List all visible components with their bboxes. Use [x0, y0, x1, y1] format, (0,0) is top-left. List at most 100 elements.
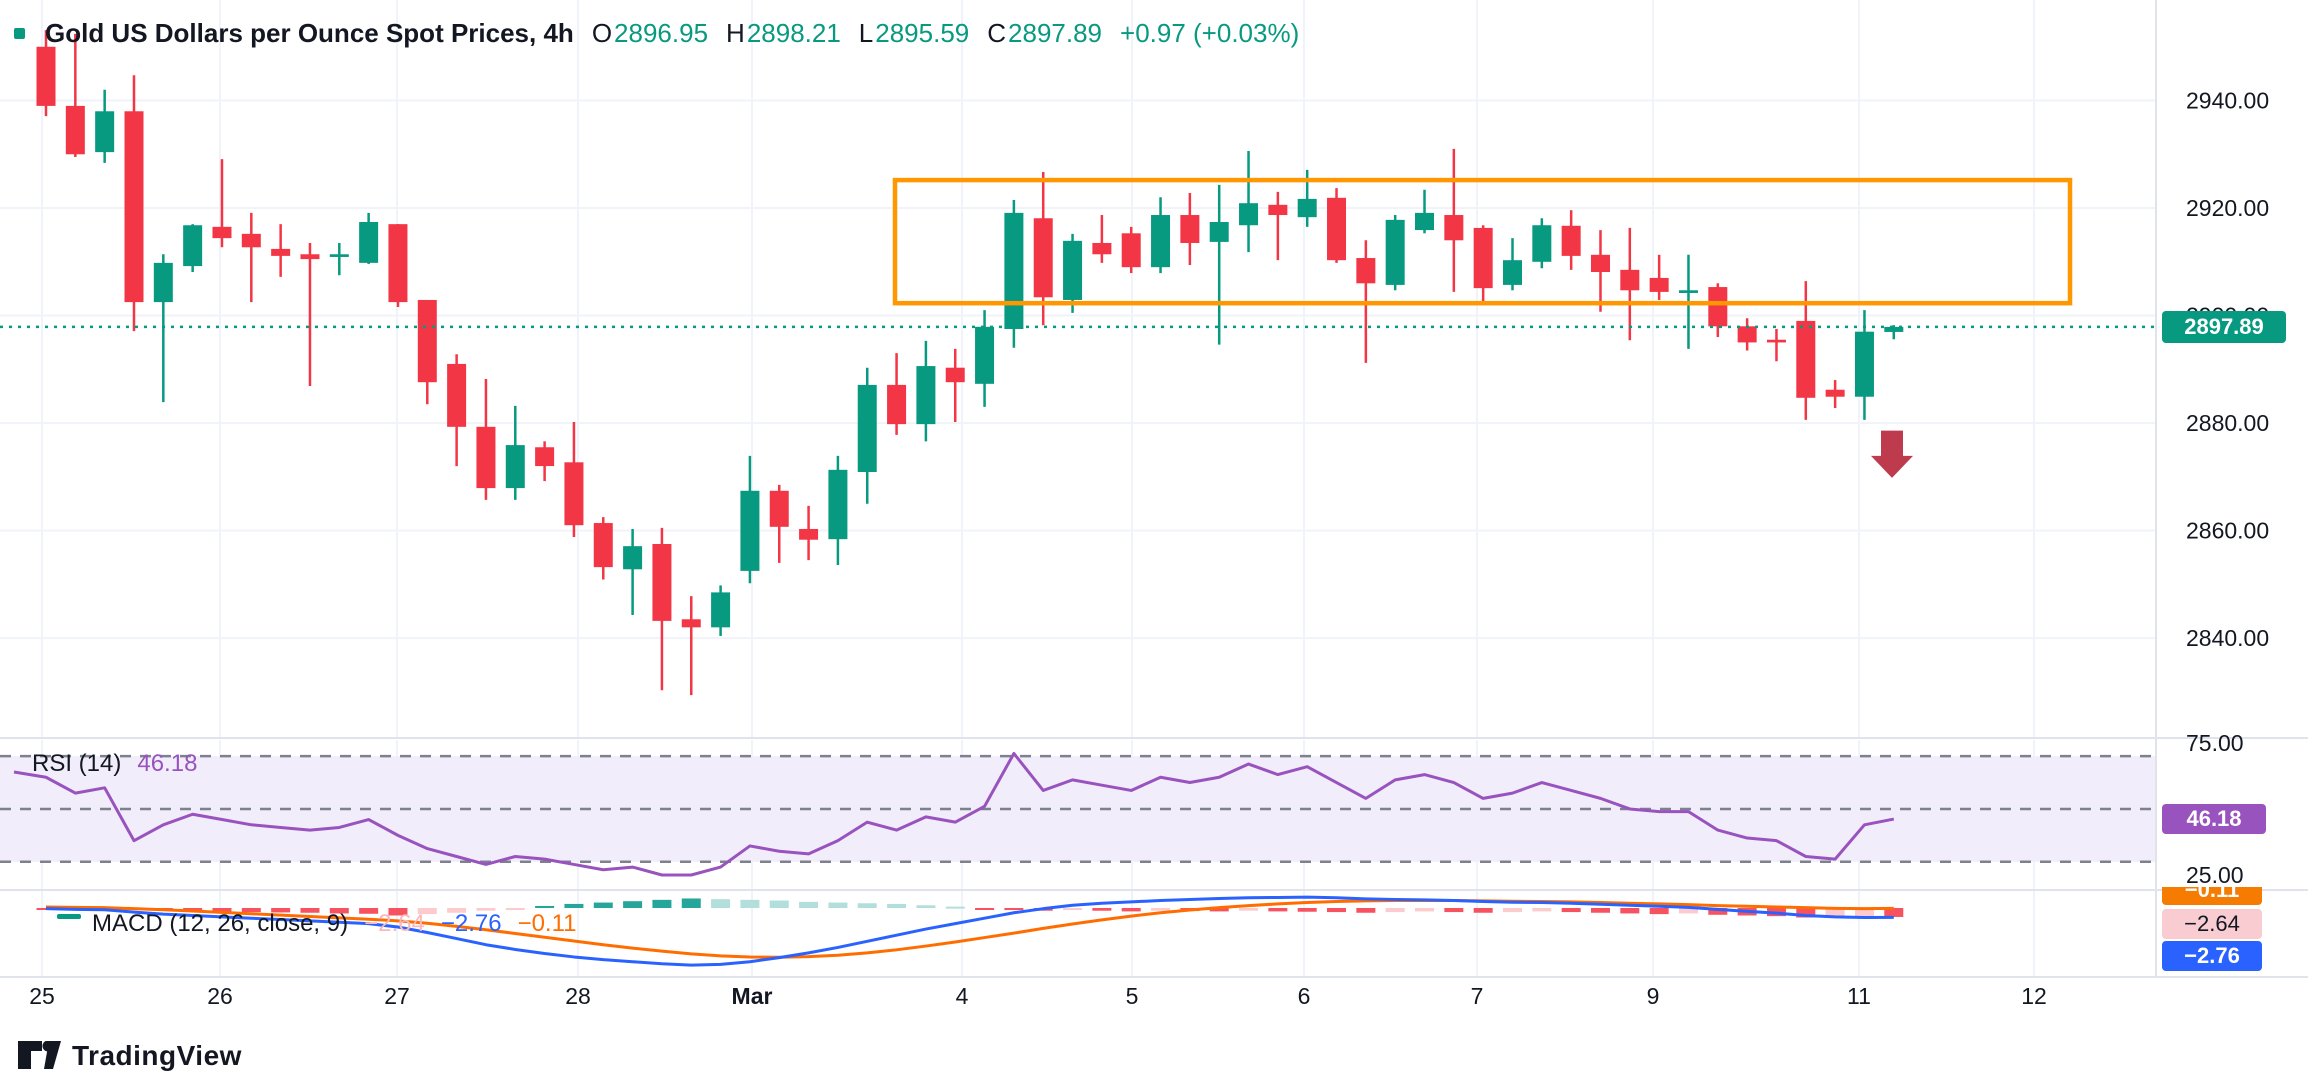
symbol-title: Gold US Dollars per Ounce Spot Prices, 4… — [45, 18, 574, 48]
candle-body-up — [153, 262, 173, 303]
candle-body-up — [329, 254, 349, 257]
rsi-axis-label[interactable]: 75.00 — [2186, 730, 2244, 756]
macd-collapsed-marker — [57, 914, 81, 919]
candle-body-up — [1854, 331, 1874, 397]
macd-histogram-bar — [1268, 907, 1288, 912]
time-axis-label[interactable]: 11 — [1847, 983, 1871, 1009]
ohlc-open: O 2896.95 — [591, 18, 709, 48]
candle-body-down — [1620, 269, 1640, 291]
candle-body-up — [623, 546, 643, 570]
candle-body-up — [359, 222, 379, 263]
candle-body-down — [1737, 326, 1757, 343]
candle-body-up — [183, 225, 203, 267]
rsi-label: RSI (14) — [32, 750, 122, 777]
rsi-axis-label[interactable]: 25.00 — [2186, 862, 2244, 888]
candle-body-down — [124, 111, 144, 303]
candle-body-down — [1561, 225, 1581, 256]
macd-histogram-bar — [652, 899, 672, 908]
candle-body-up — [95, 111, 115, 153]
macd-histogram-bar — [1444, 907, 1464, 913]
candle-body-down — [271, 248, 291, 256]
candle-body-down — [564, 462, 584, 526]
candle-body-down — [681, 619, 701, 628]
price-axis-label[interactable]: 2920.00 — [2186, 195, 2269, 221]
time-axis-label[interactable]: 27 — [384, 983, 410, 1009]
candle-body-up — [1415, 212, 1435, 231]
ohlc-low: L 2895.59 — [858, 18, 970, 48]
macd-histogram-bar — [505, 907, 525, 910]
time-axis-label[interactable]: 7 — [1471, 983, 1484, 1009]
candle-body-up — [828, 469, 848, 540]
candle-body-down — [1356, 258, 1376, 284]
macd-histogram-bar — [1649, 907, 1669, 915]
macd-histogram-bar — [1590, 907, 1610, 913]
tradingview-logo[interactable]: TradingView — [18, 1040, 242, 1072]
macd-signal-badge: −0.11 — [2162, 887, 2262, 905]
candle-body-down — [1766, 339, 1786, 343]
candle-body-up — [1385, 219, 1405, 285]
drawing-arrow-down-icon[interactable] — [1871, 430, 1913, 478]
candle-body-down — [1268, 204, 1288, 216]
candle-body-down — [1590, 254, 1610, 273]
candle-body-down — [887, 384, 907, 425]
macd-histogram-bar — [1561, 907, 1581, 913]
candle-body-down — [1649, 277, 1669, 292]
time-axis-label[interactable]: 26 — [207, 983, 233, 1009]
rsi-band — [0, 756, 2156, 862]
time-axis-label[interactable]: 12 — [2021, 983, 2047, 1009]
time-axis-label[interactable]: 9 — [1647, 983, 1660, 1009]
macd-histogram-bar — [535, 905, 555, 908]
candle-body-down — [300, 254, 320, 260]
time-axis-label[interactable]: 5 — [1126, 983, 1139, 1009]
rsi-status-line[interactable]: RSI (14) 46.18 — [32, 750, 197, 778]
symbol-status-line[interactable]: Gold US Dollars per Ounce Spot Prices, 4… — [14, 18, 1299, 49]
candle-body-down — [1708, 287, 1728, 327]
macd-histogram-bar — [1620, 907, 1640, 914]
macd-histogram-bar — [212, 907, 232, 912]
candle-body-up — [1884, 326, 1904, 332]
macd-main-line — [45, 895, 1894, 967]
candle-body-up — [975, 326, 995, 384]
macd-histogram-bar — [769, 900, 789, 908]
macd-histogram-bar — [1151, 907, 1171, 911]
price-axis-label[interactable]: 2840.00 — [2186, 625, 2269, 651]
macd-histogram-bar — [1796, 907, 1816, 918]
macd-line-badge: −2.76 — [2162, 941, 2262, 971]
macd-histogram-bar — [1385, 907, 1405, 913]
price-axis-label[interactable]: 2860.00 — [2186, 518, 2269, 544]
drawing-rectangle[interactable] — [892, 177, 2073, 306]
time-axis-label[interactable]: 6 — [1298, 983, 1311, 1009]
candle-body-up — [1678, 290, 1698, 293]
time-axis-label[interactable]: 25 — [29, 983, 55, 1009]
candle-body-down — [388, 224, 408, 303]
macd-histogram-bar — [271, 907, 291, 913]
price-change: +0.97 (+0.03%) — [1120, 18, 1300, 48]
candle-body-up — [1004, 212, 1024, 329]
macd-histogram-bar — [975, 907, 995, 910]
price-axis-label[interactable]: 2880.00 — [2186, 410, 2269, 436]
macd-line-value: −2.76 — [440, 910, 502, 937]
macd-histogram-bar — [417, 907, 437, 915]
macd-histogram-bar — [359, 907, 379, 914]
time-axis-label[interactable]: 4 — [956, 983, 969, 1009]
macd-histogram-bar — [916, 905, 936, 908]
price-axis-label[interactable]: 2940.00 — [2186, 88, 2269, 114]
candle-body-down — [769, 490, 789, 527]
macd-histogram-bar — [1209, 907, 1229, 912]
time-axis-label[interactable]: Mar — [732, 983, 773, 1009]
macd-histogram-bar — [1327, 907, 1347, 913]
macd-histogram-bar — [623, 901, 643, 908]
time-axis-label[interactable]: 28 — [565, 983, 591, 1009]
macd-histogram-bar — [388, 907, 408, 916]
macd-histogram-bar — [681, 898, 701, 908]
candle-body-up — [1151, 215, 1171, 268]
macd-histogram-bar — [1063, 907, 1083, 911]
macd-status-line[interactable]: MACD (12, 26, close, 9) −2.64 −2.76 −0.1… — [92, 910, 577, 938]
candle-body-down — [1796, 320, 1816, 398]
candle-body-up — [1532, 225, 1552, 262]
candle-body-down — [1327, 197, 1347, 261]
macd-signal-value: −0.11 — [517, 910, 577, 937]
macd-histogram-bar — [1678, 907, 1698, 914]
